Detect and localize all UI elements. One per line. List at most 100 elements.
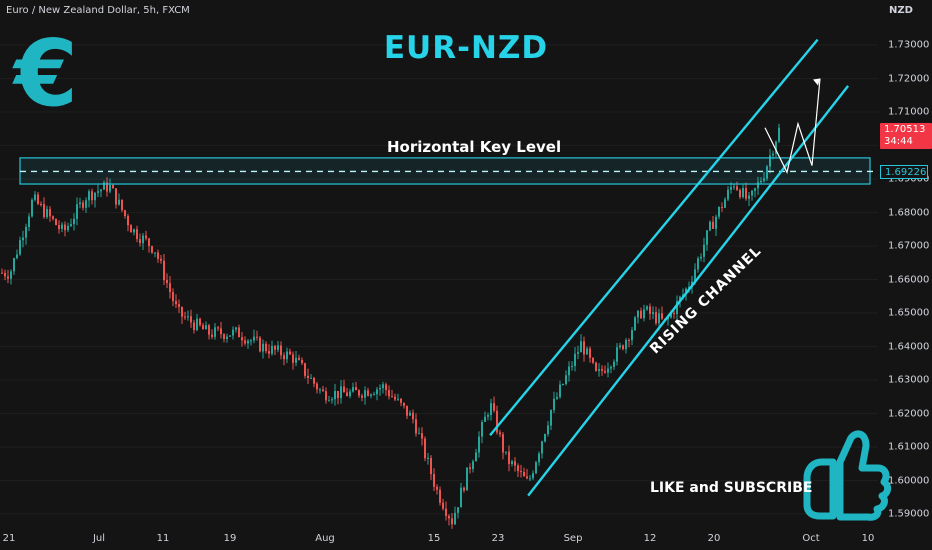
candle [7, 269, 9, 284]
candle [70, 218, 72, 227]
candle [673, 310, 675, 319]
y-tick-label: 1.68000 [888, 207, 930, 218]
candle [538, 451, 540, 466]
candle [745, 182, 747, 201]
candle [457, 507, 459, 519]
candle [175, 294, 177, 309]
candle [532, 470, 534, 481]
x-tick-label: Aug [315, 533, 335, 544]
x-tick-label: 20 [707, 533, 721, 544]
candle [301, 357, 303, 366]
x-tick-label: Oct [802, 533, 820, 544]
candle [517, 463, 519, 478]
candle [292, 351, 294, 370]
y-tick-label: 1.67000 [888, 240, 930, 252]
candle [4, 269, 6, 281]
key-level-tag: 1.69226 [880, 165, 928, 179]
candle [676, 295, 678, 320]
x-tick-label: 23 [491, 533, 505, 544]
candle [649, 303, 651, 320]
candle [397, 393, 399, 401]
candle [115, 188, 117, 209]
candle [652, 306, 654, 320]
candle [166, 273, 168, 289]
y-tick-label: 1.71000 [888, 106, 930, 118]
candle [373, 391, 375, 396]
candle [52, 215, 54, 221]
candle [16, 249, 18, 260]
candle [91, 188, 93, 205]
candle [382, 381, 384, 394]
candle [28, 213, 30, 232]
candle [67, 222, 69, 233]
candle [769, 148, 771, 174]
candle [247, 339, 249, 349]
candle [484, 411, 486, 423]
candle [409, 410, 411, 416]
candle [529, 475, 531, 482]
candle [403, 402, 405, 409]
candle [55, 218, 57, 226]
candle [163, 254, 165, 285]
candle [550, 409, 552, 430]
candle [592, 357, 594, 365]
candle [724, 197, 726, 209]
candle [319, 387, 321, 394]
candle [328, 395, 330, 402]
candle [94, 192, 96, 208]
candle [475, 448, 477, 462]
candle [607, 362, 609, 378]
candle [307, 368, 309, 385]
candle [352, 382, 354, 393]
candle [727, 186, 729, 202]
candle [412, 409, 414, 424]
candle [277, 340, 279, 353]
candle [100, 188, 102, 198]
candle [589, 346, 591, 363]
candle [376, 387, 378, 401]
candle [559, 380, 561, 399]
y-tick-label: 1.66000 [888, 274, 930, 285]
candle [640, 307, 642, 320]
thumbs-up-icon[interactable] [803, 430, 892, 521]
y-tick-label: 1.72000 [888, 73, 930, 84]
candle [544, 433, 546, 443]
candle [718, 206, 720, 220]
candle [190, 309, 192, 328]
candle [508, 445, 510, 472]
candle [520, 464, 522, 478]
candle [289, 348, 291, 355]
candle [583, 336, 585, 362]
candle [103, 180, 105, 190]
candle [271, 340, 273, 356]
drawings-layer [19, 38, 878, 497]
y-tick-label: 1.65000 [888, 307, 930, 319]
candle [703, 237, 705, 263]
candle [184, 311, 186, 320]
candle [406, 405, 408, 419]
candle [226, 333, 228, 343]
candle [460, 482, 462, 508]
projection-path [764, 78, 821, 175]
candle [523, 467, 525, 477]
candle [610, 365, 612, 374]
candle [25, 223, 27, 245]
projection-arrowhead [813, 78, 820, 86]
candle [655, 306, 657, 326]
candle [253, 329, 255, 344]
candle [334, 383, 336, 406]
candle [85, 197, 87, 213]
y-tick-label: 1.73000 [888, 39, 930, 51]
candle [286, 347, 288, 364]
candle [157, 249, 159, 263]
candle [241, 331, 243, 347]
candle [553, 391, 555, 413]
candle [268, 344, 270, 359]
candle [310, 373, 312, 379]
candle [304, 362, 306, 379]
x-tick-label: 12 [643, 533, 657, 544]
candle [661, 306, 663, 321]
candle [733, 184, 735, 190]
candle [418, 427, 420, 435]
